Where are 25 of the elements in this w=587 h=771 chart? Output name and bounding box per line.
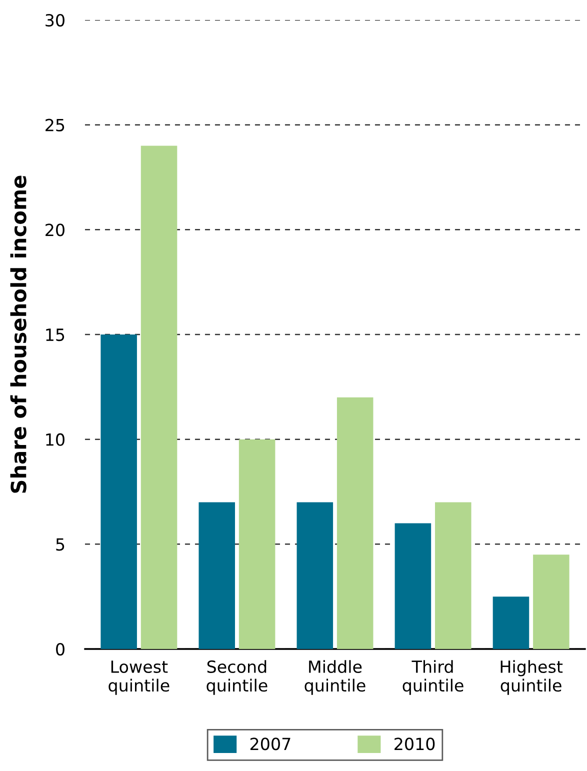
bar — [492, 596, 530, 649]
y-tick-label: 0 — [56, 642, 64, 656]
y-tick-label: 10 — [46, 433, 64, 446]
y-tick-label: 25 — [46, 118, 64, 132]
bar — [435, 502, 472, 649]
bar — [100, 334, 137, 649]
bar — [394, 523, 432, 649]
bar — [336, 397, 374, 649]
bar — [296, 502, 334, 649]
y-tick-label: 20 — [46, 224, 64, 236]
y-axis-title: Share of household income — [10, 176, 26, 493]
y-tick-label: 30 — [46, 14, 64, 27]
bar — [198, 502, 235, 649]
x-tick-label: Lowest quintile — [108, 660, 170, 695]
bar — [238, 439, 276, 649]
y-tick-label: 5 — [56, 538, 64, 551]
x-tick-label: Second quintile — [206, 660, 268, 695]
bar — [140, 146, 178, 649]
x-tick-label: Middle quintile — [304, 660, 366, 695]
legend-label: 2010 — [394, 738, 435, 750]
x-tick-label: Third quintile — [402, 660, 464, 695]
x-tick-label: Highest quintile — [500, 660, 563, 695]
bar — [533, 554, 570, 649]
legend-label: 2007 — [250, 738, 290, 750]
y-tick-label: 15 — [46, 328, 64, 342]
